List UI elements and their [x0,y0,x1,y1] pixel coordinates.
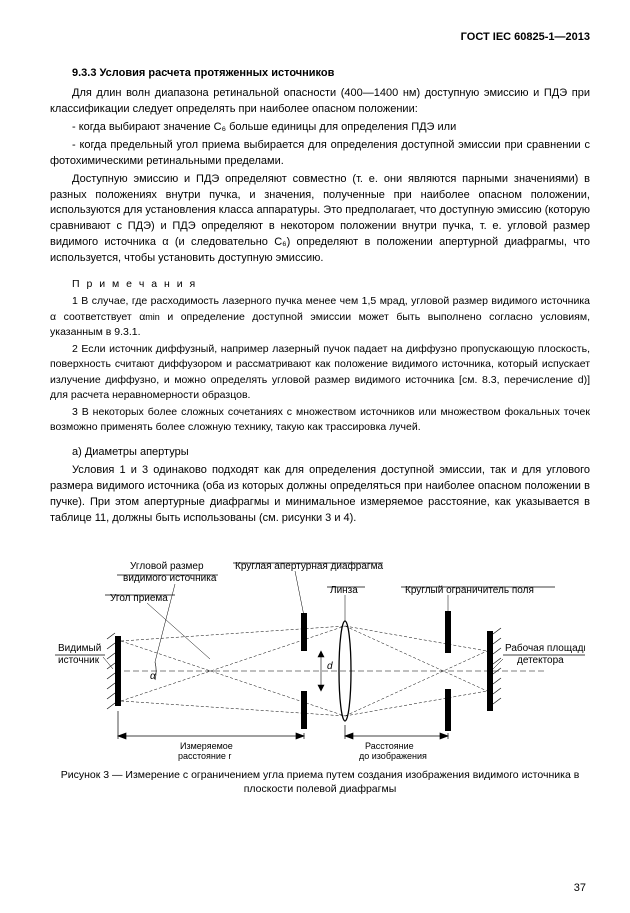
fig-label-aperture: Круглая апертурная диафрагма [235,560,383,572]
fig-label-source-1: Видимый [58,643,101,654]
fig-label-det-1: Рабочая площадь [505,642,585,654]
para-main: Доступную эмиссию и ПДЭ определяют совме… [50,172,590,268]
notes-heading: П р и м е ч а н и я [50,277,590,292]
fig-label-imgdist-1: Расстояние [365,741,414,751]
alpha-min-sub: min [145,312,160,322]
note-1: 1 В случае, где расходимость лазерного п… [50,294,590,340]
subsection-a-head: a) Диаметры апертуры [50,445,590,461]
section-title-text: Условия расчета протяженных источников [100,67,335,79]
fig-label-imgdist-2: до изображения [359,751,427,761]
figure-3: α d Угловой размер видимого источника Уг… [55,541,585,761]
para-intro: Для длин волн диапазона ретинальной опас… [50,86,590,118]
fig-label-alpha: α [150,671,156,682]
page-number: 37 [574,881,586,897]
fig-label-source-2: источник [58,655,100,666]
bullet-1: - когда выбирают значение C₆ больше един… [50,120,590,136]
fig-label-measdist-2: расстояние r [178,751,231,761]
doc-header: ГОСТ IEC 60825-1—2013 [50,30,590,46]
page: ГОСТ IEC 60825-1—2013 9.3.3 Условия расч… [0,0,630,816]
fig-label-measdist-1: Измеряемое [180,741,233,751]
note-2: 2 Если источник диффузный, например лазе… [50,342,590,403]
fig-label-det-2: детектора [517,655,564,666]
note-3: 3 В некоторых более сложных сочетаниях с… [50,405,590,435]
section-heading: 9.3.3 Условия расчета протяженных источн… [50,66,590,82]
bullet-2: - когда предельный угол приема выбираетс… [50,138,590,170]
fig-label-d: d [327,661,333,672]
fig-label-angsize-1: Угловой размер [130,561,204,572]
section-number: 9.3.3 [72,67,96,79]
subsection-a-body: Условия 1 и 3 одинаково подходят как для… [50,463,590,527]
figure-caption: Рисунок 3 — Измерение с ограничением угл… [50,769,590,796]
